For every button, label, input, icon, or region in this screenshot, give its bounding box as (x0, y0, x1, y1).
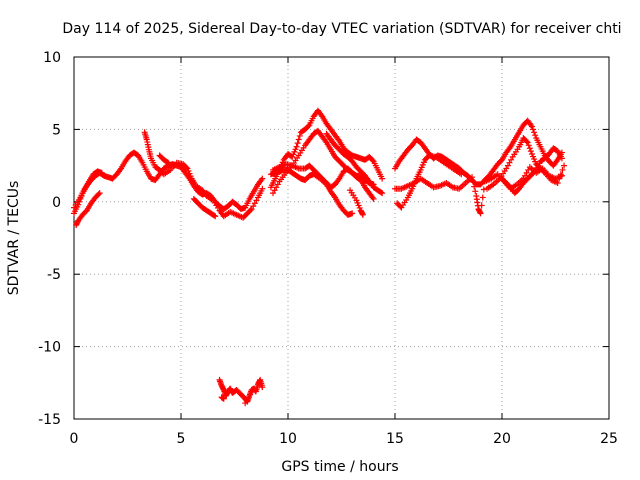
tick-labels: 0 5 10 15 20 25 -15 -10 -5 0 5 10 (38, 50, 618, 447)
x-tick-label: 5 (177, 431, 186, 447)
series-track-a (71, 150, 265, 217)
data-point (472, 188, 478, 194)
y-tick-label: 5 (52, 122, 61, 138)
x-tick-label: 25 (600, 431, 618, 447)
x-tick-label: 0 (70, 431, 79, 447)
y-tick-label: -15 (38, 412, 61, 428)
series-track-d (217, 377, 266, 406)
data-point (527, 145, 533, 151)
data-points (71, 108, 567, 406)
x-tick-label: 15 (386, 431, 404, 447)
y-tick-label: 0 (52, 195, 61, 211)
data-point (480, 194, 486, 200)
sdtvar-chart: Day 114 of 2025, Sidereal Day-to-day VTE… (0, 0, 640, 480)
y-tick-label: -10 (38, 340, 61, 356)
x-tick-label: 10 (279, 431, 297, 447)
plot-frame (74, 57, 609, 419)
data-point (528, 148, 534, 154)
data-point (295, 140, 301, 146)
y-axis-label: SDTVAR / TECUs (6, 181, 22, 296)
data-point (296, 137, 302, 143)
data-point (531, 129, 537, 135)
chart-title: Day 114 of 2025, Sidereal Day-to-day VTE… (62, 21, 621, 37)
grid (74, 57, 609, 419)
x-tick-label: 20 (493, 431, 511, 447)
x-axis-label: GPS time / hours (281, 459, 398, 475)
y-tick-label: 10 (43, 50, 61, 66)
axes (74, 57, 609, 419)
y-tick-label: -5 (47, 267, 61, 283)
